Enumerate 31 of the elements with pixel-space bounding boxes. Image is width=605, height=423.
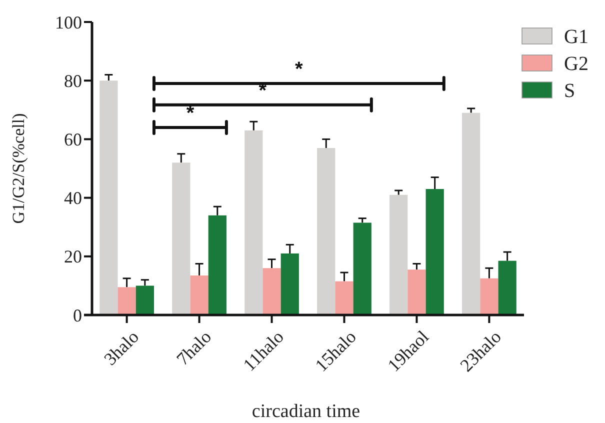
bar	[100, 80, 118, 315]
y-tick-label: 60	[64, 130, 82, 150]
bar	[280, 253, 299, 315]
bar	[262, 268, 281, 315]
legend-label: S	[564, 80, 576, 102]
bar	[172, 162, 190, 315]
legend-label: G1	[564, 26, 588, 48]
bar	[118, 287, 136, 315]
bar	[190, 275, 208, 315]
bar	[390, 194, 408, 315]
y-tick-label: 40	[64, 188, 82, 208]
bar	[335, 281, 354, 315]
bar	[353, 222, 372, 315]
x-axis-title: circadian time	[252, 401, 360, 422]
annotation: *	[186, 102, 194, 124]
y-tick-label: 0	[73, 305, 82, 326]
bar	[426, 189, 444, 315]
bar	[136, 286, 154, 315]
y-tick-label: 100	[55, 12, 82, 32]
bar	[408, 270, 426, 315]
bar	[208, 215, 226, 315]
bar	[498, 260, 516, 315]
bar	[317, 148, 336, 315]
annotation: *	[295, 58, 304, 81]
y-tick-label: 80	[64, 70, 82, 91]
bar	[244, 130, 263, 315]
bar	[480, 278, 498, 315]
legend-label: G2	[564, 53, 588, 75]
y-axis-title: G1/G2/S(%cell)	[9, 113, 28, 224]
y-tick-label: 20	[64, 246, 82, 267]
bar	[462, 112, 480, 315]
